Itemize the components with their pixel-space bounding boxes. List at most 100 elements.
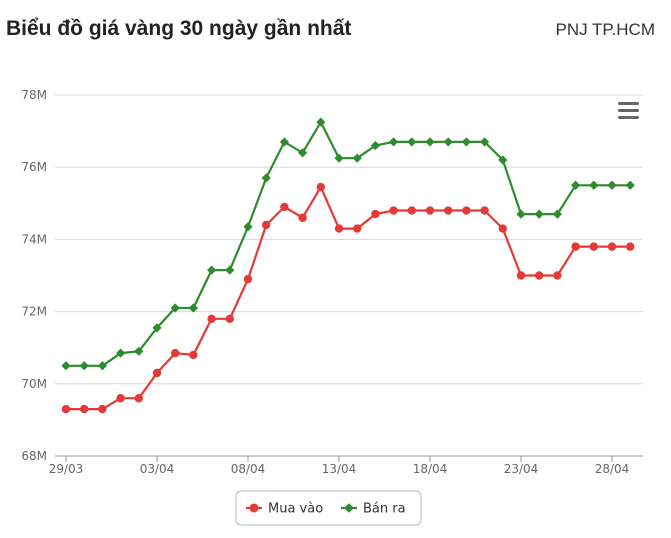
x-tick-label: 13/04 xyxy=(322,462,357,476)
data-point xyxy=(61,361,71,371)
data-point xyxy=(170,303,180,313)
data-point xyxy=(498,155,508,165)
data-point xyxy=(625,180,635,190)
series-line xyxy=(64,186,632,411)
data-point xyxy=(480,206,489,215)
data-point xyxy=(626,242,635,251)
x-tick-label: 29/03 xyxy=(49,462,84,476)
data-point xyxy=(79,361,89,371)
y-tick-label: 68M xyxy=(21,449,47,463)
data-point xyxy=(189,350,198,360)
data-point xyxy=(152,323,162,333)
data-point xyxy=(370,140,380,151)
data-point xyxy=(443,137,453,147)
data-point xyxy=(425,206,435,215)
data-point xyxy=(262,220,271,230)
data-point xyxy=(225,265,235,275)
data-point xyxy=(389,206,398,215)
data-point xyxy=(116,348,126,358)
data-point xyxy=(225,314,234,324)
chart-series xyxy=(61,117,635,414)
menu-icon-bar xyxy=(618,102,639,105)
data-point xyxy=(334,153,344,163)
data-point xyxy=(607,180,617,190)
chart-legend: Mua vào Bán ra xyxy=(235,490,422,526)
legend-marker-circle xyxy=(249,503,259,513)
legend-label: Bán ra xyxy=(363,502,406,517)
data-point xyxy=(134,394,143,403)
y-axis: 68M 70M 72M 74M 76M 78M xyxy=(21,88,47,463)
data-point xyxy=(353,224,362,233)
data-point xyxy=(243,222,253,232)
legend-item-ban-ra[interactable]: Bán ra xyxy=(341,502,406,517)
data-point xyxy=(116,394,125,403)
data-point xyxy=(334,224,344,233)
y-tick-label: 72M xyxy=(21,305,47,319)
data-point xyxy=(553,271,562,280)
x-tick-label: 23/04 xyxy=(504,462,539,476)
data-point xyxy=(97,361,107,371)
data-point xyxy=(298,148,308,158)
price-source-label: PNJ TP.HCM xyxy=(555,20,655,39)
data-point xyxy=(498,224,507,233)
data-point xyxy=(516,271,526,280)
chart-menu-button[interactable] xyxy=(612,96,644,124)
data-point xyxy=(534,209,544,219)
data-point xyxy=(188,303,198,313)
legend-box xyxy=(235,490,422,526)
data-point xyxy=(316,182,325,192)
x-tick-label: 08/04 xyxy=(231,462,266,476)
data-point xyxy=(535,271,544,280)
data-point xyxy=(407,206,416,215)
x-axis: 29/03 03/04 08/04 13/04 18/04 23/04 28/04 xyxy=(49,456,630,476)
data-point xyxy=(389,137,399,147)
data-point xyxy=(589,242,598,251)
data-point xyxy=(371,209,380,219)
menu-icon-bar xyxy=(618,109,639,112)
data-point xyxy=(243,274,253,284)
data-point xyxy=(425,137,435,147)
data-point xyxy=(207,314,216,324)
y-tick-label: 74M xyxy=(21,232,47,246)
data-point xyxy=(589,180,599,190)
y-tick-label: 70M xyxy=(21,377,47,391)
data-point xyxy=(152,368,162,378)
data-point xyxy=(352,153,362,163)
legend-marker-diamond xyxy=(344,503,354,513)
data-point xyxy=(171,348,180,358)
data-point xyxy=(61,404,71,414)
data-point xyxy=(571,180,581,190)
y-tick-label: 78M xyxy=(21,88,47,102)
data-point xyxy=(207,265,217,275)
x-tick-label: 18/04 xyxy=(413,462,448,476)
chart-header: Biểu đồ giá vàng 30 ngày gần nhất PNJ TP… xyxy=(0,0,671,60)
x-tick-label: 03/04 xyxy=(140,462,175,476)
data-point xyxy=(516,209,526,219)
data-point xyxy=(444,206,453,215)
chart-grid xyxy=(55,94,643,457)
x-tick-label: 28/04 xyxy=(595,462,630,476)
legend-label: Mua vào xyxy=(268,502,323,517)
data-point xyxy=(298,213,307,222)
data-point xyxy=(407,137,417,147)
data-point xyxy=(279,137,289,147)
data-point xyxy=(571,242,580,251)
legend-item-mua-vao[interactable]: Mua vào xyxy=(246,502,323,517)
series-mua-vao xyxy=(61,182,635,414)
data-point xyxy=(261,173,271,183)
data-point xyxy=(607,242,617,251)
data-point xyxy=(316,117,326,127)
data-point xyxy=(552,209,562,219)
data-point xyxy=(134,346,144,356)
data-point xyxy=(480,137,490,147)
series-line xyxy=(64,120,632,367)
data-point xyxy=(98,404,107,414)
data-point xyxy=(280,202,289,212)
data-point xyxy=(461,137,471,147)
chart-title: Biểu đồ giá vàng 30 ngày gần nhất xyxy=(6,17,352,40)
y-tick-label: 76M xyxy=(21,160,47,174)
series-ban-ra xyxy=(61,117,635,371)
menu-icon-bar xyxy=(618,116,639,119)
data-point xyxy=(80,404,89,414)
